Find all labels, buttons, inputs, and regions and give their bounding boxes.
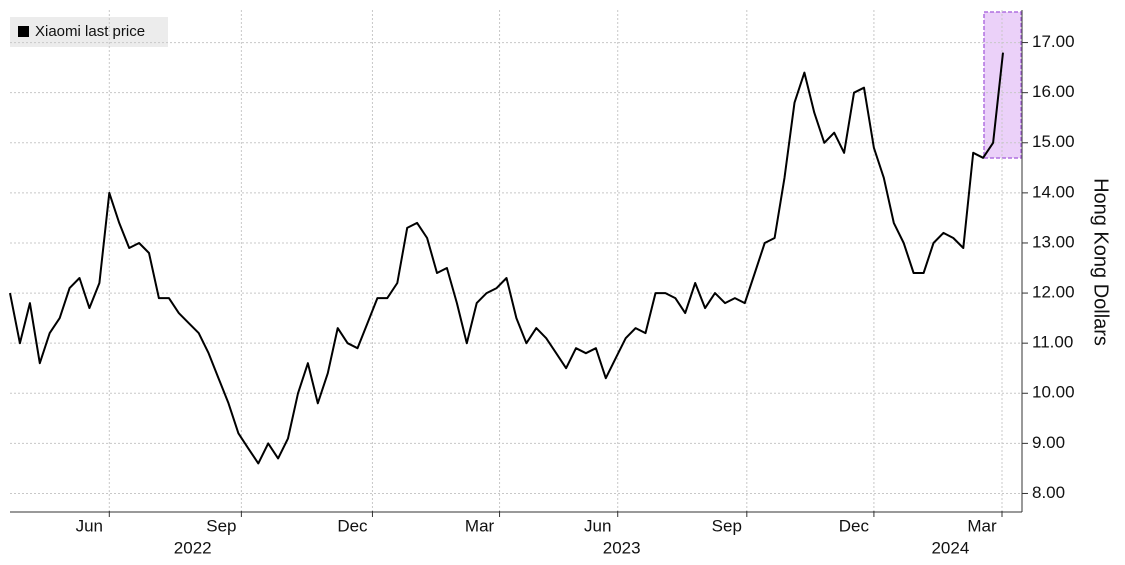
x-year-label: 2022	[174, 538, 212, 557]
x-tick-label: Sep	[712, 516, 742, 535]
legend-swatch	[18, 26, 29, 37]
x-tick-label: Mar	[465, 516, 495, 535]
y-tick-label: 12.00	[1032, 283, 1075, 302]
y-tick-label: 11.00	[1032, 333, 1073, 352]
x-year-label: 2024	[931, 538, 969, 557]
x-tick-label: Dec	[839, 516, 870, 535]
x-year-label: 2023	[603, 538, 641, 557]
y-tick-label: 16.00	[1032, 82, 1075, 101]
legend-box	[10, 17, 168, 47]
y-tick-label: 9.00	[1032, 433, 1065, 452]
x-tick-label: Dec	[337, 516, 368, 535]
x-tick-label: Mar	[967, 516, 997, 535]
y-tick-label: 15.00	[1032, 132, 1075, 151]
y-tick-label: 10.00	[1032, 383, 1075, 402]
x-tick-label: Jun	[584, 516, 611, 535]
x-tick-label: Sep	[206, 516, 236, 535]
x-tick-label: Jun	[76, 516, 103, 535]
y-tick-label: 17.00	[1032, 32, 1075, 51]
highlight-box	[983, 11, 1022, 159]
y-tick-label: 8.00	[1032, 483, 1065, 502]
y-axis-title: Hong Kong Dollars	[1090, 178, 1112, 346]
y-tick-label: 13.00	[1032, 232, 1075, 251]
legend-label: Xiaomi last price	[35, 23, 145, 40]
price-line	[9, 52, 1004, 465]
legend: Xiaomi last price	[10, 17, 168, 47]
y-tick-label: 14.00	[1032, 182, 1075, 201]
